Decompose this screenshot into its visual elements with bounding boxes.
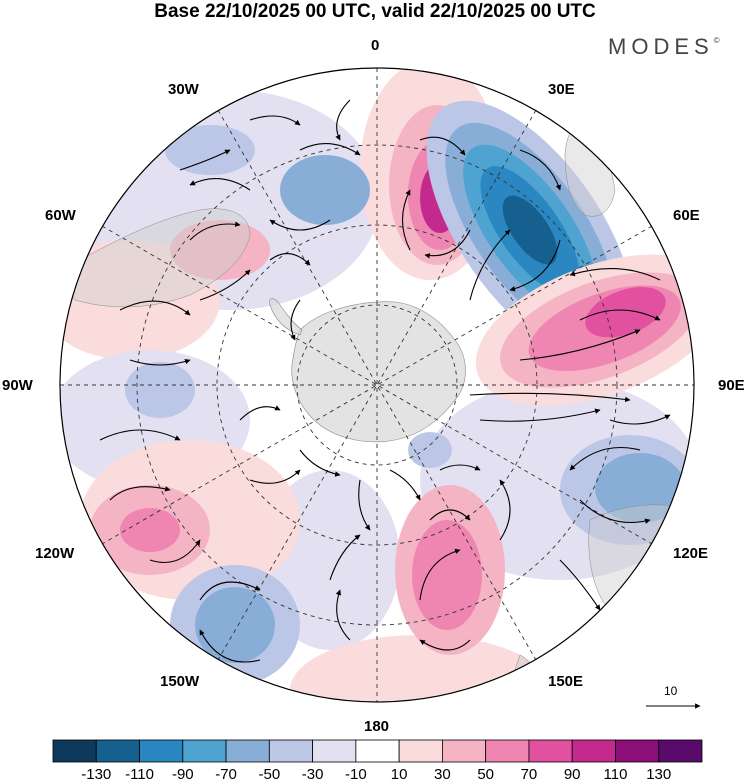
colorbar-swatch <box>355 739 400 763</box>
colorbar-tick-label: 10 <box>390 766 408 783</box>
colorbar-swatch <box>182 739 227 763</box>
lon-label-30w: 30W <box>168 81 199 98</box>
lon-label-0: 0 <box>371 37 380 54</box>
anomaly-neg-120e-mid <box>595 453 685 523</box>
colorbar-tick-label: 130 <box>646 766 672 783</box>
colorbar-swatch <box>95 739 140 763</box>
colorbar-swatch <box>441 739 487 763</box>
anomaly-neg-90w <box>125 362 195 418</box>
colorbar-tick-label: 30 <box>434 766 451 783</box>
colorbar-tick-label: -50 <box>258 766 281 783</box>
copyright-mark: © <box>713 36 720 45</box>
colorbar-tick-label: 90 <box>563 766 581 783</box>
anomaly-field <box>60 68 694 702</box>
lon-label-60e: 60E <box>673 207 700 224</box>
reference-vector-label: 10 <box>664 684 678 698</box>
lon-label-150e: 150E <box>548 673 584 690</box>
colorbar-tick-labels: -130 -110 -90 -70 -50 -30 -10 10 30 50 70 90 110 130 <box>0 766 750 784</box>
antarctica-landmass <box>291 301 466 443</box>
colorbar-swatch <box>658 739 703 763</box>
colorbar-swatch <box>268 739 314 763</box>
colorbar-tick-label: -10 <box>345 766 367 783</box>
lon-label-150w: 150W <box>160 673 200 690</box>
lon-label-90e: 90E <box>718 377 745 394</box>
colorbar-tick-label: -110 <box>125 766 154 783</box>
anomaly-weak-pos-west <box>60 240 220 360</box>
lon-label-180: 180 <box>364 718 390 735</box>
anomaly-neg-near-pole <box>408 432 452 468</box>
colorbar-swatch <box>139 739 184 763</box>
colorbar <box>52 739 703 763</box>
anomaly-weak-pos-bottom <box>290 635 550 702</box>
colorbar-tick-label: -30 <box>301 766 324 783</box>
graticule <box>60 68 694 702</box>
colorbar-swatch <box>571 739 616 763</box>
colorbar-swatch <box>312 739 357 763</box>
anomaly-pos-120w-inner <box>120 508 180 552</box>
lon-label-120e: 120E <box>673 545 709 562</box>
brand-logo: MODES© <box>608 34 720 60</box>
colorbar-tick-label: 50 <box>477 766 494 783</box>
colorbar-tick-label: 110 <box>603 766 628 783</box>
lon-label-60w: 60W <box>45 207 76 224</box>
anomaly-pos-75e-core <box>585 287 666 338</box>
colorbar-tick-label: -70 <box>215 766 237 783</box>
colorbar-swatch <box>52 739 97 763</box>
south-america-landmass <box>60 208 251 308</box>
colorbar-swatch <box>225 739 270 763</box>
anomaly-neg-30w-b <box>280 155 370 225</box>
anomaly-neg-30w-a <box>165 125 255 175</box>
colorbar-swatch <box>398 739 443 763</box>
lon-label-30e: 30E <box>548 81 575 98</box>
brand-name: MODES <box>608 34 714 59</box>
chart-title: Base 22/10/2025 00 UTC, valid 22/10/2025… <box>154 1 596 22</box>
colorbar-tick-label: 70 <box>520 766 538 783</box>
anomaly-pos-165e-inner <box>412 520 482 630</box>
lon-label-90w: 90W <box>2 377 33 394</box>
anomaly-neg-30e-peak <box>502 195 558 265</box>
colorbar-swatch <box>485 739 530 763</box>
anomaly-neg-150w-inner <box>195 587 275 663</box>
colorbar-tick-label: -130 <box>81 766 112 783</box>
colorbar-swatch <box>615 739 660 763</box>
colorbar-tick-label: -90 <box>171 766 194 783</box>
colorbar-swatch <box>528 739 573 763</box>
map-disk-border <box>59 67 695 703</box>
lon-label-120w: 120W <box>35 545 75 562</box>
